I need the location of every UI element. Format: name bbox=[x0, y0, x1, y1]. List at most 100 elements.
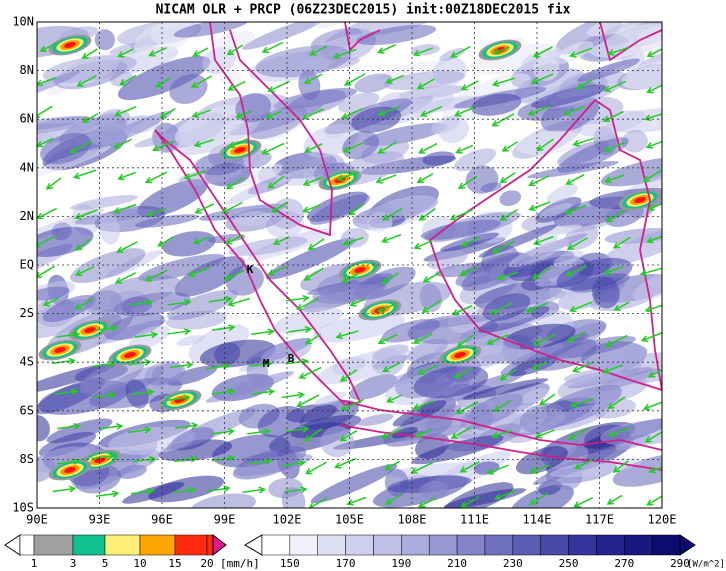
wind-arrow bbox=[346, 496, 367, 506]
wind-arrow bbox=[449, 45, 471, 58]
wind-arrow bbox=[283, 486, 308, 494]
wind-arrow bbox=[304, 428, 323, 442]
lon-label: 114E bbox=[523, 513, 552, 527]
olr-blob bbox=[398, 85, 466, 99]
olr-blob bbox=[121, 296, 153, 315]
olr-blob bbox=[94, 29, 115, 51]
colorbar-segment bbox=[512, 534, 541, 556]
wind-arrow bbox=[148, 47, 167, 57]
lon-label: 99E bbox=[214, 513, 236, 527]
olr-blob bbox=[148, 475, 224, 503]
wind-arrow bbox=[95, 490, 120, 498]
wind-arrow bbox=[565, 173, 585, 185]
wind-arrow bbox=[647, 202, 662, 211]
olr-blob bbox=[85, 274, 181, 312]
olr-blob bbox=[228, 236, 308, 256]
wind-arrow bbox=[491, 113, 515, 127]
olr-blob bbox=[242, 22, 329, 50]
olr-blob bbox=[351, 106, 402, 133]
olr-blob bbox=[508, 238, 570, 268]
wind-arrow bbox=[342, 236, 364, 246]
precip-patch bbox=[354, 267, 366, 273]
wind-arrow bbox=[603, 266, 624, 275]
grid bbox=[37, 22, 662, 508]
wind-arrow bbox=[172, 486, 197, 494]
wind-arrow bbox=[270, 201, 288, 213]
wind-arrow bbox=[496, 271, 519, 281]
wind-arrow bbox=[144, 269, 168, 282]
olr-blob bbox=[600, 418, 662, 447]
olr-blob bbox=[320, 426, 355, 458]
wind-arrow bbox=[603, 80, 626, 92]
olr-blob bbox=[431, 115, 460, 135]
olr-blob bbox=[352, 197, 439, 225]
colorbar-label: 250 bbox=[559, 557, 579, 570]
olr-blob bbox=[313, 313, 406, 343]
olr-blob bbox=[169, 73, 208, 104]
wind-arrow bbox=[302, 176, 323, 187]
wind-arrow bbox=[380, 428, 402, 440]
olr-blob bbox=[407, 338, 449, 362]
olr-blob bbox=[220, 68, 241, 84]
precip-patch bbox=[124, 352, 136, 358]
wind-arrow bbox=[646, 495, 662, 506]
lat-label: 4S bbox=[20, 355, 34, 369]
wind-arrow bbox=[639, 267, 662, 277]
colorbar-segment bbox=[139, 534, 176, 556]
wind-arrow bbox=[384, 493, 403, 505]
wind-arrow bbox=[348, 202, 365, 216]
wind-arrow bbox=[223, 269, 246, 281]
wind-arrow bbox=[499, 368, 517, 381]
wind-arrow bbox=[167, 298, 192, 306]
wind-arrow bbox=[192, 47, 209, 57]
lon-label: 102E bbox=[273, 513, 302, 527]
precip-patch bbox=[64, 42, 76, 48]
colorbar-segment bbox=[72, 534, 106, 556]
colorbar-label: 3 bbox=[70, 557, 77, 570]
wind-arrow bbox=[613, 301, 630, 311]
wind-arrow bbox=[335, 330, 359, 340]
colorbar-segment bbox=[345, 534, 374, 556]
wind-arrow bbox=[94, 324, 119, 332]
wind-arrow bbox=[336, 171, 359, 182]
wind-arrow bbox=[451, 305, 473, 316]
wind-arrow bbox=[251, 328, 275, 336]
wind-arrow bbox=[113, 138, 132, 149]
wind-arrow bbox=[604, 174, 625, 184]
olr-blob bbox=[174, 256, 246, 297]
colorbar-segment bbox=[540, 534, 569, 556]
wind-arrow bbox=[342, 142, 363, 153]
olr-blob bbox=[103, 312, 165, 341]
wind-arrow bbox=[144, 171, 168, 184]
wind-arrow bbox=[166, 394, 191, 402]
olr-blob bbox=[37, 415, 50, 442]
olr-blob bbox=[499, 190, 522, 206]
wind-arrow bbox=[377, 106, 401, 117]
olr-blob bbox=[257, 406, 305, 438]
wind-arrow bbox=[491, 240, 515, 254]
wind-arrow bbox=[76, 74, 97, 87]
olr-blob bbox=[632, 269, 662, 301]
wind-arrow bbox=[572, 361, 594, 373]
wind-arrow bbox=[81, 113, 99, 123]
lat-label: 8S bbox=[20, 452, 34, 466]
wind-arrow bbox=[607, 46, 629, 56]
wind-arrow bbox=[416, 173, 434, 183]
wind-arrow bbox=[455, 144, 474, 154]
olr-blob bbox=[621, 58, 662, 90]
olr-blob bbox=[92, 112, 119, 125]
olr-blob bbox=[167, 365, 218, 386]
olr-blob bbox=[316, 348, 413, 385]
wind-arrow bbox=[646, 48, 662, 58]
wind-arrow bbox=[91, 452, 116, 460]
olr-blob bbox=[471, 93, 522, 116]
wind-arrow bbox=[332, 48, 357, 60]
wind-arrow bbox=[174, 455, 198, 463]
wind-arrow bbox=[382, 207, 403, 221]
wind-arrow bbox=[529, 492, 549, 505]
wind-arrow bbox=[648, 466, 662, 474]
olr-blob bbox=[268, 477, 303, 499]
wind-arrow bbox=[343, 73, 366, 86]
wind-arrow bbox=[127, 358, 152, 366]
